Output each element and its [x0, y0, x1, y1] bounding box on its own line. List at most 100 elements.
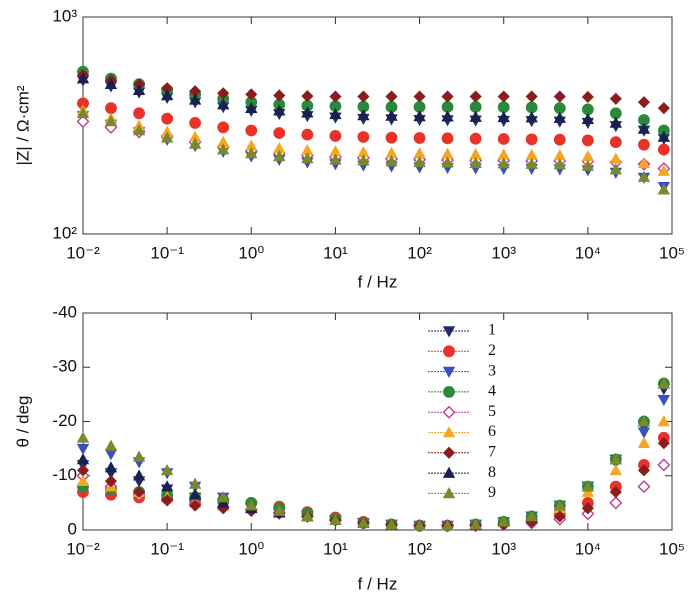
data-point — [245, 101, 258, 113]
data-point — [76, 453, 90, 465]
data-point — [245, 88, 258, 101]
data-point — [657, 183, 671, 195]
data-point — [497, 157, 510, 169]
legend-marker — [442, 426, 456, 438]
x-axis-label: f / Hz — [358, 574, 398, 593]
data-point — [637, 427, 651, 439]
data-point — [104, 475, 118, 488]
data-point — [301, 510, 314, 522]
data-point — [469, 110, 482, 122]
data-point — [245, 124, 258, 137]
data-point — [637, 170, 651, 182]
y-tick-label: -10 — [52, 465, 77, 484]
data-point — [657, 415, 671, 427]
data-point — [497, 90, 510, 103]
data-point — [104, 461, 118, 473]
data-point — [132, 469, 146, 481]
x-tick-label: 10⁵ — [659, 243, 685, 262]
data-point — [609, 496, 623, 510]
data-point — [105, 102, 117, 115]
legend-marker — [442, 487, 456, 499]
data-point — [581, 159, 595, 171]
data-point — [638, 138, 650, 151]
data-point — [637, 480, 651, 494]
data-point — [160, 131, 174, 143]
data-point — [469, 156, 482, 168]
data-point — [132, 450, 146, 462]
data-point — [133, 107, 145, 120]
data-point — [301, 152, 314, 164]
data-point — [525, 90, 538, 103]
data-point — [76, 106, 90, 119]
data-point — [329, 108, 342, 120]
data-point — [609, 116, 623, 128]
legend-label: 2 — [488, 342, 496, 359]
data-point — [657, 164, 671, 176]
data-point — [188, 477, 202, 489]
x-tick-label: 10⁴ — [575, 243, 601, 262]
x-tick-label: 10⁴ — [575, 539, 601, 558]
y-tick-label: -40 — [52, 302, 77, 321]
data-point — [441, 156, 454, 168]
data-point — [609, 152, 623, 164]
legend-marker — [442, 326, 456, 338]
data-point — [385, 155, 398, 167]
data-point — [497, 110, 510, 123]
data-point — [76, 443, 90, 455]
data-point — [76, 72, 90, 84]
x-tick-label: 10² — [407, 243, 432, 262]
data-point — [581, 502, 594, 515]
legend-marker — [442, 446, 456, 459]
data-point — [441, 110, 454, 122]
data-point — [637, 464, 651, 477]
data-point — [553, 158, 566, 170]
data-point — [245, 499, 258, 511]
data-point — [525, 111, 538, 123]
data-point — [301, 90, 314, 103]
data-point — [553, 133, 566, 146]
data-point — [217, 496, 230, 508]
data-point — [657, 437, 670, 450]
data-point — [413, 155, 426, 168]
data-point — [581, 480, 595, 492]
data-point — [497, 133, 510, 145]
x-tick-label: 10⁰ — [238, 243, 264, 262]
data-point — [657, 377, 671, 389]
data-point — [76, 464, 90, 477]
data-point — [609, 92, 622, 105]
data-point — [385, 131, 398, 144]
legend-label: 5 — [488, 403, 496, 420]
data-point — [273, 104, 286, 116]
data-point — [104, 77, 118, 90]
data-point — [76, 474, 90, 486]
x-tick-label: 10⁻¹ — [150, 539, 184, 558]
data-point — [657, 130, 671, 142]
data-point — [441, 90, 454, 103]
data-point — [469, 518, 482, 530]
data-point — [160, 89, 174, 101]
data-point — [637, 156, 651, 168]
data-point — [329, 513, 342, 526]
x-tick-label: 10⁰ — [238, 539, 264, 558]
legend-marker — [442, 466, 456, 478]
data-point — [581, 134, 594, 147]
legend-label: 4 — [488, 383, 496, 400]
data-point — [581, 112, 595, 125]
x-tick-label: 10³ — [491, 243, 516, 262]
data-point — [160, 464, 174, 476]
data-point — [657, 102, 670, 115]
data-point — [385, 109, 398, 121]
data-point — [357, 516, 370, 528]
data-point — [301, 128, 314, 141]
data-point — [188, 93, 202, 105]
data-point — [104, 439, 118, 451]
data-point — [497, 515, 510, 527]
data-point — [553, 510, 566, 523]
data-point — [441, 132, 454, 145]
data-point — [581, 485, 595, 497]
data-point — [609, 163, 623, 175]
data-point — [357, 131, 370, 143]
data-point — [553, 90, 566, 103]
data-point — [132, 124, 146, 136]
data-point — [189, 117, 202, 129]
